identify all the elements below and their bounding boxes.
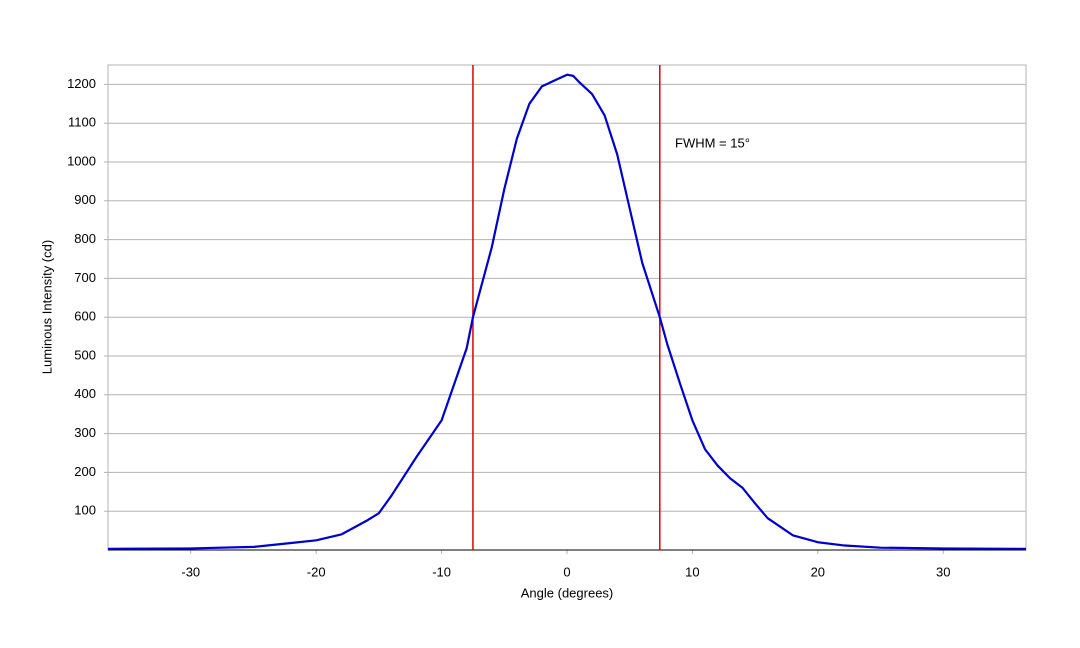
line-series (107, 73, 1027, 550)
y-tick-label: 400 (74, 386, 96, 401)
y-tick-label: 800 (74, 231, 96, 246)
x-tick-label: -20 (307, 564, 326, 579)
x-tick-label: 30 (936, 564, 950, 579)
x-tick-label: 10 (685, 564, 699, 579)
x-tick-label: -10 (432, 564, 451, 579)
x-tick-label: -30 (181, 564, 200, 579)
annotation: FWHM = 15° (675, 135, 750, 150)
y-axis-label: Luminous Intensity (cd) (39, 240, 54, 374)
x-tick-label: 20 (811, 564, 825, 579)
y-tick-label: 200 (74, 464, 96, 479)
y-tick-label: 1000 (67, 153, 96, 168)
x-axis-label: Angle (degrees) (521, 585, 614, 600)
y-tick-label: 900 (74, 192, 96, 207)
y-tick-label: 300 (74, 425, 96, 440)
y-tick-label: 100 (74, 503, 96, 518)
y-tick-label: 700 (74, 270, 96, 285)
y-tick-label: 500 (74, 347, 96, 362)
y-tick-label: 1200 (67, 76, 96, 91)
plot-frame (107, 64, 1027, 551)
y-tick-label: 600 (74, 309, 96, 324)
x-tick-label: 0 (563, 564, 570, 579)
y-tick-label: 1100 (68, 115, 96, 130)
